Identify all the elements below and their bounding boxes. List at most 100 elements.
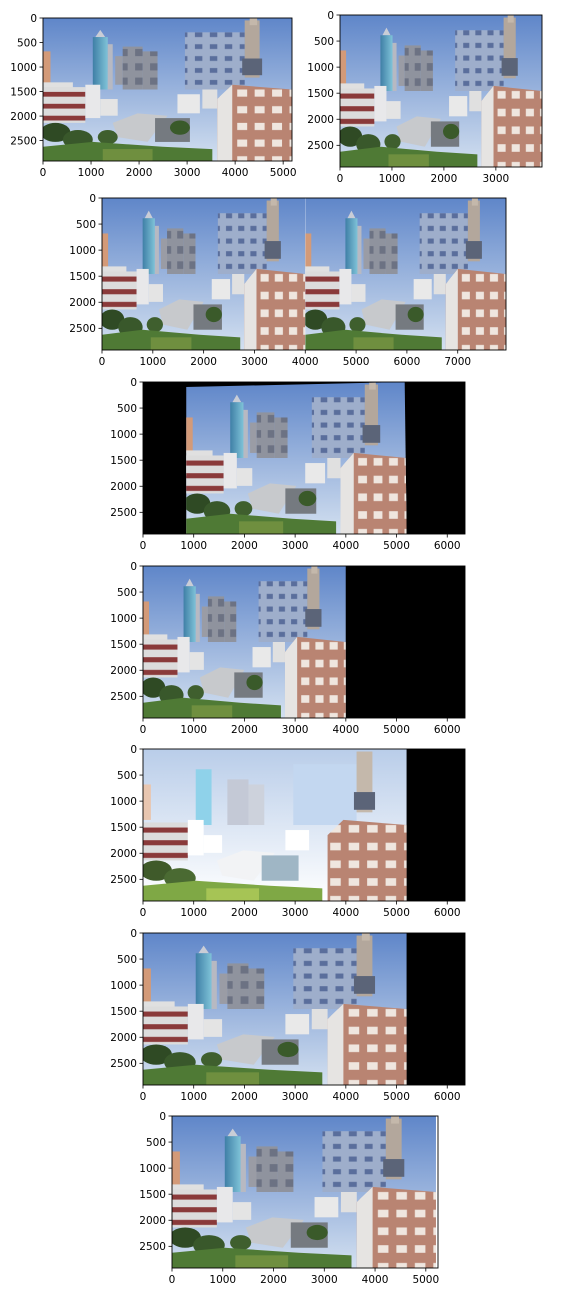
x-tick-label: 6000	[394, 356, 421, 368]
y-tick-label: 2500	[139, 1241, 166, 1253]
axes-frame	[142, 381, 466, 535]
x-tick-label: 5000	[383, 540, 410, 552]
x-tick-label: 6000	[434, 540, 461, 552]
x-tick-label: 0	[140, 1091, 147, 1103]
x-tick-label: 1000	[180, 724, 207, 736]
x-tick-label: 4000	[362, 1274, 389, 1286]
image-content	[143, 749, 465, 901]
x-tick-label: 0	[140, 724, 147, 736]
y-tick-label: 1000	[139, 1163, 166, 1175]
x-tick-label: 2000	[231, 1091, 258, 1103]
x-tick-label: 1000	[180, 540, 207, 552]
photo-image	[305, 198, 506, 350]
y-tick-label: 0	[30, 13, 37, 25]
x-tick-label: 2000	[126, 167, 153, 179]
x-tick-label: 1000	[139, 356, 166, 368]
y-tick-label: 2000	[110, 481, 137, 493]
x-tick-label: 0	[169, 1274, 176, 1286]
x-tick-label: 1000	[209, 1274, 236, 1286]
x-tick-label: 0	[337, 173, 344, 185]
x-tick-label: 4000	[222, 167, 249, 179]
x-tick-label: 5000	[383, 907, 410, 919]
x-tick-label: 0	[40, 167, 47, 179]
y-tick-label: 0	[130, 928, 137, 940]
photo-image	[172, 1116, 436, 1268]
y-tick-label: 1500	[69, 271, 96, 283]
x-tick-label: 2000	[231, 724, 258, 736]
x-tick-label: 3000	[482, 173, 509, 185]
x-tick-label: 6000	[434, 1091, 461, 1103]
x-tick-label: 1000	[379, 173, 406, 185]
x-tick-label: 2000	[260, 1274, 287, 1286]
x-tick-label: 5000	[412, 1274, 439, 1286]
panels: 0 1000 2000 3000 4000 50000500100015002000250…	[10, 10, 543, 1286]
x-tick-label: 3000	[282, 1091, 309, 1103]
panel-2: 0 1000 2000 3000 0 500 1000 1500 2000 2500	[307, 10, 543, 185]
y-tick-label: 2000	[110, 1032, 137, 1044]
x-tick-label: 3000	[282, 907, 309, 919]
image-content	[143, 382, 465, 534]
y-tick-label: 500	[17, 37, 37, 49]
image-content	[43, 18, 292, 161]
y-tick-label: 1000	[69, 245, 96, 257]
panel-4: 0 1000 2000 3000 4000 5000 6000 0 500 1000 1500 200…	[110, 377, 466, 552]
x-tick-label: 3000	[282, 540, 309, 552]
y-tick-label: 1500	[110, 1006, 137, 1018]
image-content	[143, 933, 465, 1085]
x-tick-label: 6000	[434, 907, 461, 919]
x-tick-label: 5000	[343, 356, 370, 368]
x-tick-label: 5000	[383, 724, 410, 736]
y-tick-label: 2000	[10, 111, 37, 123]
x-tick-label: 1000	[78, 167, 105, 179]
x-tick-label: 3000	[282, 724, 309, 736]
x-tick-label: 5000	[270, 167, 297, 179]
y-tick-label: 500	[117, 770, 137, 782]
y-tick-label: 2500	[110, 691, 137, 703]
y-tick-label: 500	[117, 587, 137, 599]
x-tick-label: 7000	[444, 356, 471, 368]
y-tick-label: 1500	[10, 86, 37, 98]
y-tick-label: 2500	[110, 507, 137, 519]
image-content	[102, 198, 506, 350]
x-tick-label: 4000	[292, 356, 319, 368]
y-tick-label: 500	[76, 219, 96, 231]
x-tick-label: 2000	[431, 173, 458, 185]
y-tick-label: 1000	[110, 429, 137, 441]
y-tick-label: 2000	[110, 848, 137, 860]
y-tick-label: 2000	[307, 114, 334, 126]
photo-image	[340, 15, 542, 167]
warped-photo-image	[186, 382, 407, 534]
y-tick-label: 0	[159, 1111, 166, 1123]
x-tick-label: 4000	[332, 1091, 359, 1103]
y-tick-label: 2500	[110, 874, 137, 886]
y-tick-label: 500	[117, 403, 137, 415]
x-tick-label: 5000	[383, 1091, 410, 1103]
panel-3: 0 1000 2000 3000 4000 5000 6000 7000 0 500 1000 150…	[69, 193, 507, 368]
image-content	[340, 15, 542, 167]
overexposed-photo-image	[143, 749, 407, 901]
y-tick-label: 1000	[307, 62, 334, 74]
image-content	[172, 1116, 436, 1268]
y-tick-label: 1500	[110, 639, 137, 651]
y-tick-label: 1000	[110, 613, 137, 625]
y-tick-label: 2000	[110, 665, 137, 677]
y-tick-label: 1500	[139, 1189, 166, 1201]
photo-image	[43, 18, 292, 161]
y-tick-label: 0	[130, 561, 137, 573]
y-tick-label: 1500	[110, 455, 137, 467]
y-tick-label: 2000	[69, 297, 96, 309]
x-tick-label: 0	[140, 907, 147, 919]
panel-8: 0 1000 2000 3000 4000 5000 0 500 1000 1500 2000 250…	[139, 1111, 439, 1286]
x-tick-label: 3000	[241, 356, 268, 368]
x-tick-label: 1000	[180, 907, 207, 919]
x-tick-label: 0	[140, 540, 147, 552]
x-tick-label: 2000	[231, 907, 258, 919]
panel-6: 0 1000 2000 3000 4000 5000 6000 0 500 1000 1500 200…	[110, 744, 466, 919]
axes-frame	[142, 932, 466, 1086]
y-tick-label: 2000	[139, 1215, 166, 1227]
y-tick-label: 2500	[307, 140, 334, 152]
photo-image	[102, 198, 306, 350]
y-tick-label: 500	[146, 1137, 166, 1149]
y-tick-label: 500	[117, 954, 137, 966]
